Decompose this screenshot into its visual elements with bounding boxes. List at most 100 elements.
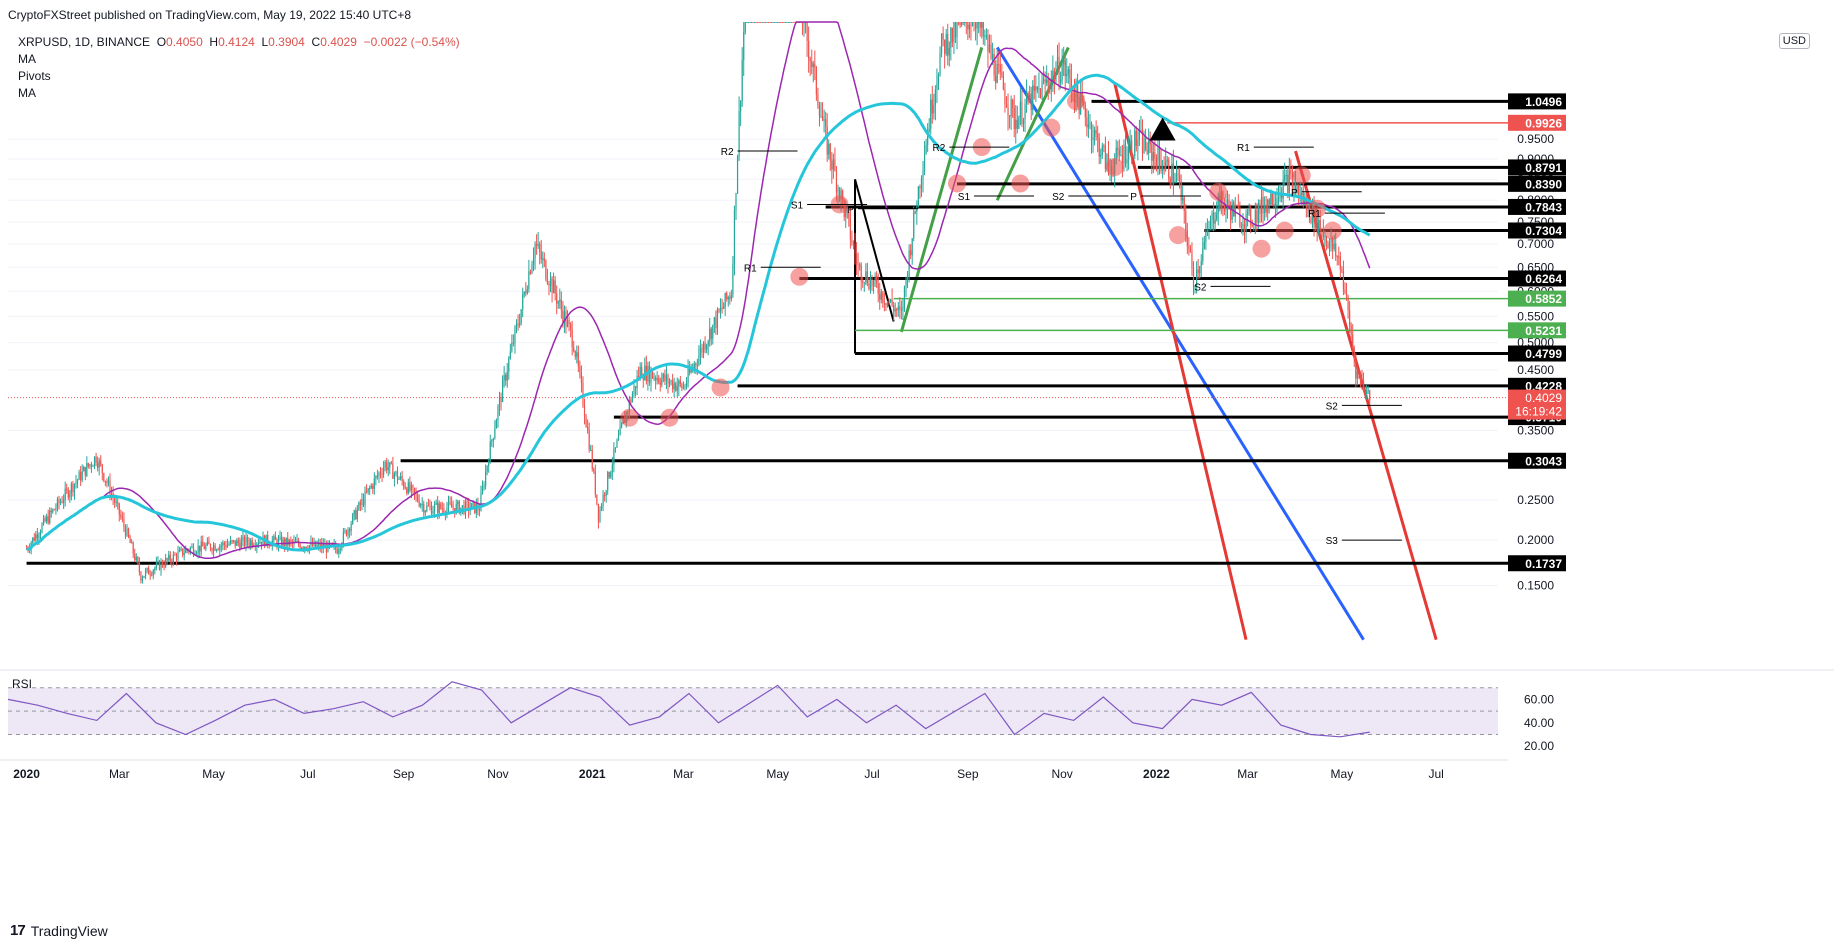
candle-body [1240, 226, 1243, 228]
candle-body [808, 40, 810, 59]
candle-body [395, 471, 397, 474]
candle-body [151, 574, 153, 576]
candle-body [192, 546, 195, 555]
candle-body [491, 440, 493, 442]
candle-body [995, 75, 997, 83]
indicator-ma-2[interactable]: MA [18, 86, 36, 100]
candle-body [458, 501, 460, 514]
candle-body [891, 299, 893, 306]
indicator-ma-1[interactable]: MA [18, 52, 36, 66]
trendline-blue [995, 46, 1365, 641]
level-badge [1508, 290, 1566, 307]
candle-body [481, 486, 484, 493]
y-tick-label: 0.4500 [1517, 363, 1554, 377]
candle-body [764, 22, 766, 23]
candle-body [905, 278, 907, 286]
candle-body [93, 456, 96, 466]
candle-body [75, 481, 77, 484]
candle-body [175, 555, 178, 560]
candle-body [554, 280, 556, 294]
candle-body [1066, 73, 1068, 77]
y-tick-label: 0.2000 [1517, 533, 1554, 547]
candle-body [399, 476, 402, 479]
candle-body [488, 463, 490, 466]
candle-body [1024, 104, 1026, 120]
candle-body [1318, 219, 1320, 233]
candle-body [662, 374, 664, 379]
current-price-label: 0.4029 [1525, 391, 1562, 405]
candle-body [566, 320, 569, 327]
candle-body [42, 518, 45, 525]
pivot-label: P [1291, 188, 1298, 199]
candle-body [690, 368, 692, 373]
candle-body [373, 478, 375, 489]
candle-body [83, 466, 85, 472]
candle-body [356, 509, 358, 520]
x-tick-label: Mar [1237, 767, 1258, 781]
candle-body [973, 22, 975, 23]
candle-body [1007, 107, 1009, 116]
candle-body [920, 178, 923, 189]
candle-body [52, 509, 54, 513]
candle-body [653, 377, 655, 379]
candle-body [791, 22, 793, 23]
candle-body [772, 22, 774, 23]
candle-body [379, 472, 382, 475]
candle-body [107, 480, 110, 484]
highlight-marker [948, 174, 967, 193]
candle-body [455, 504, 457, 514]
candle-body [1310, 217, 1312, 223]
candle-body [996, 64, 998, 83]
highlight-marker [1105, 158, 1124, 177]
candle-body [1168, 159, 1170, 179]
candle-body [605, 490, 607, 496]
ohlc-line: XRPUSD, 1D, BINANCE O0.4050 H0.4124 L0.3… [18, 34, 460, 51]
indicator-pivots[interactable]: Pivots [18, 69, 51, 83]
candle-body [536, 243, 538, 246]
candle-body [723, 306, 725, 309]
candle-body [1072, 90, 1074, 94]
candle-body [619, 426, 621, 436]
candle-body [148, 568, 150, 575]
candle-body [1293, 183, 1295, 190]
candle-body [279, 536, 281, 539]
candle-body [508, 358, 510, 372]
candle-body [171, 560, 173, 563]
candle-body [563, 311, 566, 323]
candle-body [522, 294, 524, 310]
candle-body [1188, 246, 1190, 249]
pivot-label: R1 [744, 263, 757, 274]
candle-body [1358, 370, 1360, 374]
candle-body [698, 355, 700, 365]
candle-body [468, 502, 470, 511]
candle-body [1277, 197, 1280, 199]
candle-body [1015, 119, 1017, 130]
y-tick-label: 0.1500 [1517, 579, 1554, 593]
candle-body [529, 271, 532, 274]
candle-body [1230, 207, 1232, 220]
x-tick-label: Jul [864, 767, 879, 781]
candle-body [359, 502, 362, 506]
candle-body [543, 258, 545, 261]
candle-body [1233, 202, 1235, 217]
candle-body [931, 99, 933, 114]
highlight-marker [1042, 118, 1061, 137]
candle-body [1046, 79, 1048, 83]
candle-body [1316, 208, 1318, 233]
candle-body [712, 324, 714, 339]
close-label: C [311, 35, 321, 49]
currency-label[interactable]: USD [1778, 33, 1810, 49]
pivot-label: R1 [1237, 143, 1250, 154]
candle-body [1315, 208, 1317, 228]
candle-body [1036, 86, 1038, 90]
candle-body [766, 22, 768, 23]
candle-body [480, 492, 482, 511]
candle-body [140, 572, 142, 581]
candle-body [285, 537, 287, 546]
candle-body [1104, 145, 1107, 169]
candle-body [1100, 154, 1102, 157]
candle-body [226, 544, 229, 548]
candle-body [736, 156, 739, 194]
candle-body [433, 504, 436, 511]
